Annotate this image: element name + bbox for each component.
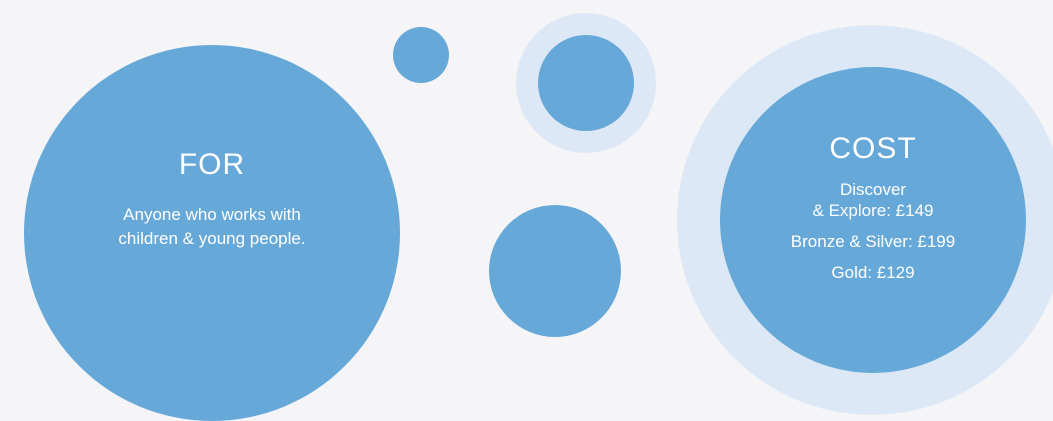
cost-line-gold: Gold: £129 — [831, 263, 915, 282]
decorative-dot-small — [393, 27, 449, 83]
cost-line-explore: & Explore: £149 — [812, 201, 934, 220]
decorative-dot-mid — [538, 35, 634, 131]
for-description: Anyone who works with children & young p… — [118, 205, 306, 248]
cost-line-discover: Discover — [839, 180, 907, 199]
cost-title: COST — [829, 132, 917, 165]
cost-circle: COST Discover & Explore: £149 Bronze & S… — [720, 67, 1026, 373]
cost-line-bronze-silver: Bronze & Silver: £199 — [790, 232, 956, 251]
for-title: FOR — [178, 148, 246, 181]
decorative-dot-lower — [489, 205, 621, 337]
for-circle: FOR Anyone who works with children & you… — [24, 45, 400, 421]
